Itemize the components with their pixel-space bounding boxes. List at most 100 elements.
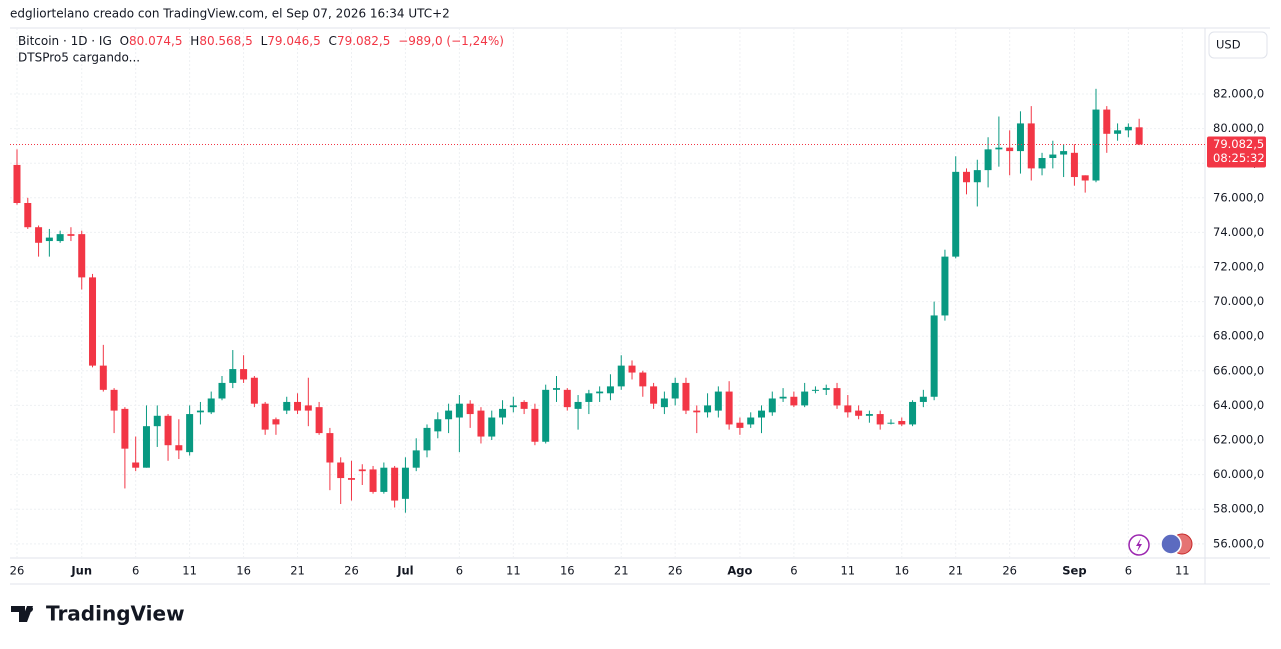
candle-body bbox=[865, 414, 873, 416]
candle-body bbox=[153, 415, 161, 427]
candle-body bbox=[24, 202, 32, 228]
candle-body bbox=[283, 401, 291, 411]
y-tick-label: 70.000,0 bbox=[1213, 294, 1264, 308]
candle-body bbox=[1027, 123, 1035, 169]
y-tick-label: 58.000,0 bbox=[1213, 502, 1264, 516]
legend-key: L bbox=[261, 34, 268, 48]
candle-body bbox=[240, 369, 248, 380]
candle-body bbox=[466, 403, 474, 415]
x-tick-label: 16 bbox=[560, 564, 575, 578]
candle-body bbox=[1103, 109, 1111, 134]
price-label-box bbox=[1207, 136, 1266, 168]
candle-body bbox=[99, 365, 107, 390]
candle-body bbox=[455, 403, 463, 418]
candle-body bbox=[326, 433, 334, 463]
legend-key: O bbox=[120, 34, 129, 48]
candle-body bbox=[1070, 152, 1078, 178]
y-tick-label: 74.000,0 bbox=[1213, 225, 1264, 239]
candle-body bbox=[304, 405, 312, 411]
y-tick-label: 60.000,0 bbox=[1213, 467, 1264, 481]
legend-value: 79.046,5 bbox=[267, 34, 320, 48]
candle-body bbox=[855, 410, 863, 416]
candle-body bbox=[250, 377, 258, 404]
candle-body bbox=[833, 388, 841, 406]
candle-body bbox=[499, 408, 507, 418]
candle-body bbox=[639, 372, 647, 387]
candle-body bbox=[725, 391, 733, 425]
candle-body bbox=[1081, 175, 1089, 181]
legend-key: C bbox=[329, 34, 337, 48]
candle-body bbox=[941, 256, 949, 316]
countdown: 08:25:32 bbox=[1213, 151, 1265, 165]
legend-key: H bbox=[190, 34, 199, 48]
x-tick-label: Sep bbox=[1062, 564, 1086, 578]
candle-body bbox=[606, 386, 614, 394]
candle-body bbox=[736, 422, 744, 428]
y-tick-label: 80.000,0 bbox=[1213, 121, 1264, 135]
candle-body bbox=[423, 427, 431, 451]
candle-body bbox=[563, 389, 571, 408]
indicator-status: DTSPro5 cargando... bbox=[18, 51, 140, 65]
logo: TradingView bbox=[11, 602, 185, 626]
currency-button[interactable] bbox=[1208, 31, 1268, 59]
x-tick-label: 11 bbox=[1175, 564, 1190, 578]
x-tick-label: 26 bbox=[1002, 564, 1017, 578]
candle-body bbox=[1049, 154, 1057, 159]
candle-body bbox=[682, 382, 690, 411]
candle-body bbox=[272, 419, 280, 425]
candle-body bbox=[401, 467, 409, 499]
candle-body bbox=[660, 398, 668, 408]
candle-body bbox=[186, 414, 194, 453]
x-tick-label: 16 bbox=[236, 564, 251, 578]
candle-body bbox=[617, 365, 625, 387]
candle-body bbox=[1092, 109, 1100, 181]
candle-body bbox=[909, 401, 917, 425]
candle-body bbox=[434, 419, 442, 432]
y-tick-label: 56.000,0 bbox=[1213, 536, 1264, 550]
candle-body bbox=[963, 171, 971, 183]
x-tick-label: 16 bbox=[894, 564, 909, 578]
x-tick-label: 11 bbox=[506, 564, 521, 578]
candle-body bbox=[973, 170, 981, 183]
y-tick-label: 62.000,0 bbox=[1213, 433, 1264, 447]
candle-body bbox=[952, 171, 960, 257]
y-tick-label: 72.000,0 bbox=[1213, 260, 1264, 274]
candle-body bbox=[542, 389, 550, 442]
candle-body bbox=[758, 410, 765, 418]
candle-body bbox=[714, 391, 722, 411]
x-tick-label: Ago bbox=[727, 564, 752, 578]
candle-body bbox=[801, 391, 809, 406]
candle-body bbox=[67, 234, 75, 236]
legend: Bitcoin · 1D · IG O80.074,5 H80.568,5 L7… bbox=[18, 34, 504, 48]
flag-icon[interactable] bbox=[1160, 533, 1182, 555]
candle-body bbox=[132, 462, 140, 468]
x-tick-label: 26 bbox=[344, 564, 359, 578]
x-tick-label: 6 bbox=[456, 564, 463, 578]
y-tick-label: 76.000,0 bbox=[1213, 190, 1264, 204]
candle-body bbox=[552, 388, 560, 390]
y-tick-label: 68.000,0 bbox=[1213, 329, 1264, 343]
candle-body bbox=[445, 410, 453, 420]
candle-body bbox=[650, 386, 658, 404]
legend-value: 80.074,5 bbox=[129, 34, 182, 48]
candle-body bbox=[347, 478, 355, 480]
candle-body bbox=[358, 469, 366, 472]
symbol: Bitcoin · 1D · IG bbox=[18, 34, 112, 48]
candle-body bbox=[13, 164, 21, 203]
currency[interactable]: USD bbox=[1216, 38, 1241, 52]
icons bbox=[1128, 533, 1193, 556]
x-tick-label: 6 bbox=[132, 564, 139, 578]
y-tick-label: 66.000,0 bbox=[1213, 363, 1264, 377]
candle-body bbox=[477, 410, 485, 437]
candle-body bbox=[596, 391, 604, 394]
candle-body bbox=[995, 147, 1003, 150]
candle-body bbox=[229, 369, 237, 383]
candle-body bbox=[369, 469, 377, 492]
candle-body bbox=[196, 410, 204, 413]
candle-body bbox=[45, 237, 53, 242]
x-tick-label: 26 bbox=[668, 564, 683, 578]
candle-body bbox=[294, 401, 302, 411]
candle-body bbox=[693, 410, 701, 413]
candle-body bbox=[261, 403, 269, 430]
